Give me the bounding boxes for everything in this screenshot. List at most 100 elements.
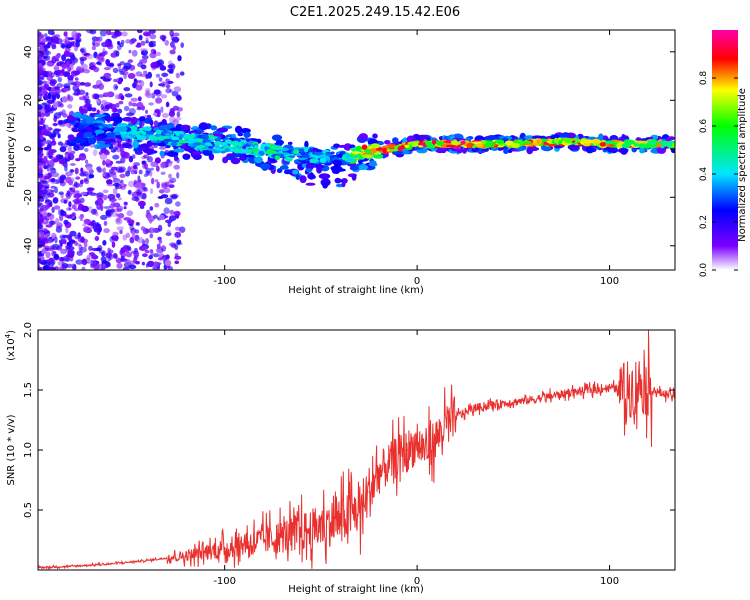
heatmap-noise-blob: [55, 154, 62, 160]
heatmap-noise-blob: [73, 70, 82, 74]
heatmap-noise-blob: [73, 201, 82, 205]
heatmap-noise-blob: [38, 153, 44, 158]
heatmap-noise-blob: [156, 181, 160, 189]
heatmap-band-blob: [304, 140, 309, 148]
heatmap-noise-blob: [120, 179, 124, 184]
heatmap-noise-blob: [52, 158, 60, 163]
heatmap-noise-blob: [38, 215, 44, 222]
heatmap-band-blob: [621, 135, 629, 140]
heatmap-noise-blob: [117, 197, 122, 201]
x-tick-label: -100: [213, 276, 236, 287]
snr-data-point: [637, 383, 640, 385]
heatmap-noise-blob: [122, 266, 130, 270]
heatmap-band-blob: [150, 150, 158, 154]
heatmap-noise-blob: [43, 50, 52, 56]
heatmap-noise-blob: [173, 32, 180, 37]
heatmap-noise-blob: [68, 153, 75, 161]
snr-data-point: [608, 387, 611, 389]
heatmap-band-blob: [159, 124, 170, 131]
heatmap-noise-blob: [63, 50, 70, 57]
heatmap-noise-blob: [80, 63, 88, 71]
heatmap-noise-blob: [65, 176, 72, 184]
heatmap-noise-blob: [44, 245, 50, 251]
spectrogram-heatmap: [38, 30, 675, 270]
heatmap-noise-blob: [80, 191, 88, 195]
heatmap-noise-blob: [179, 71, 185, 76]
heatmap-band-blob: [341, 180, 346, 188]
heatmap-noise-blob: [117, 79, 122, 85]
heatmap-noise-blob: [109, 169, 114, 174]
heatmap-noise-blob: [125, 39, 131, 44]
heatmap-ridge-blob: [180, 139, 188, 144]
heatmap-noise-blob: [137, 237, 144, 244]
heatmap-noise-blob: [91, 107, 97, 112]
y-tick-label: -40: [23, 238, 34, 254]
heatmap-noise-blob: [88, 245, 93, 251]
heatmap-noise-blob: [145, 109, 148, 114]
heatmap-band-blob: [122, 117, 134, 122]
heatmap-noise-blob: [180, 42, 184, 48]
heatmap-noise-blob: [105, 41, 113, 47]
heatmap-noise-blob: [105, 210, 111, 217]
heatmap-noise-blob: [149, 34, 157, 40]
heatmap-noise-blob: [165, 254, 170, 260]
heatmap-noise-blob: [38, 79, 43, 86]
heatmap-noise-blob: [86, 254, 91, 261]
y-tick-label: 0: [23, 146, 34, 152]
heatmap-noise-blob: [38, 74, 41, 81]
heatmap-noise-blob: [121, 252, 128, 257]
heatmap-band-blob: [253, 156, 263, 164]
heatmap-noise-blob: [145, 73, 149, 79]
heatmap-noise-blob: [79, 247, 87, 253]
heatmap-band-blob: [94, 114, 106, 118]
heatmap-ridge-blob: [102, 126, 109, 130]
heatmap-ridge-blob: [193, 142, 201, 146]
heatmap-noise-blob: [156, 243, 161, 249]
heatmap-ridge-blob: [106, 132, 114, 138]
heatmap-noise-blob: [41, 87, 47, 94]
heatmap-band-blob: [276, 168, 283, 174]
heatmap-band-blob: [318, 173, 331, 180]
heatmap-noise-blob: [42, 221, 49, 225]
heatmap-noise-blob: [107, 247, 111, 254]
y-tick-label: 2.0: [23, 322, 34, 338]
heatmap-noise-blob: [67, 104, 73, 109]
heatmap-ridge-blob: [241, 141, 248, 144]
snr-data-point: [185, 555, 187, 557]
heatmap-ridge-blob: [309, 158, 319, 163]
snr-data-point: [147, 559, 149, 562]
heatmap-ridge-blob: [136, 133, 141, 138]
heatmap-noise-blob: [116, 226, 124, 231]
heatmap-noise-blob: [123, 201, 128, 206]
heatmap-noise-blob: [51, 86, 55, 93]
heatmap-ridge-blob: [120, 134, 128, 138]
y-tick-label: 1.5: [23, 382, 34, 398]
heatmap-ridge-blob: [298, 157, 306, 161]
heatmap-noise-blob: [160, 94, 168, 99]
heatmap-noise-blob: [149, 81, 153, 88]
heatmap-noise-blob: [44, 199, 53, 205]
heatmap-ridge-blob: [460, 141, 467, 145]
heatmap-noise-blob: [119, 229, 123, 234]
heatmap-noise-blob: [163, 207, 170, 215]
heatmap-noise-blob: [75, 41, 80, 48]
heatmap-noise-blob: [73, 193, 81, 199]
heatmap-band-blob: [198, 122, 209, 131]
heatmap-noise-blob: [103, 194, 108, 201]
heatmap-noise-blob: [106, 179, 113, 185]
heatmap-noise-blob: [53, 251, 57, 255]
heatmap-ridge-blob: [207, 146, 214, 149]
heatmap-noise-blob: [109, 204, 115, 209]
heatmap-ridge-blob: [370, 148, 377, 154]
heatmap-noise-blob: [154, 144, 158, 149]
heatmap-band-blob: [503, 148, 509, 154]
heatmap-noise-blob: [174, 244, 179, 251]
heatmap-noise-blob: [103, 228, 110, 234]
heatmap-band-blob: [210, 125, 218, 131]
heatmap-band-blob: [279, 165, 289, 170]
heatmap-noise-blob: [127, 219, 135, 225]
heatmap-noise-blob: [59, 177, 65, 184]
snr-data-point: [378, 473, 380, 475]
heatmap-noise-blob: [59, 242, 63, 247]
heatmap-noise-blob: [121, 70, 129, 76]
